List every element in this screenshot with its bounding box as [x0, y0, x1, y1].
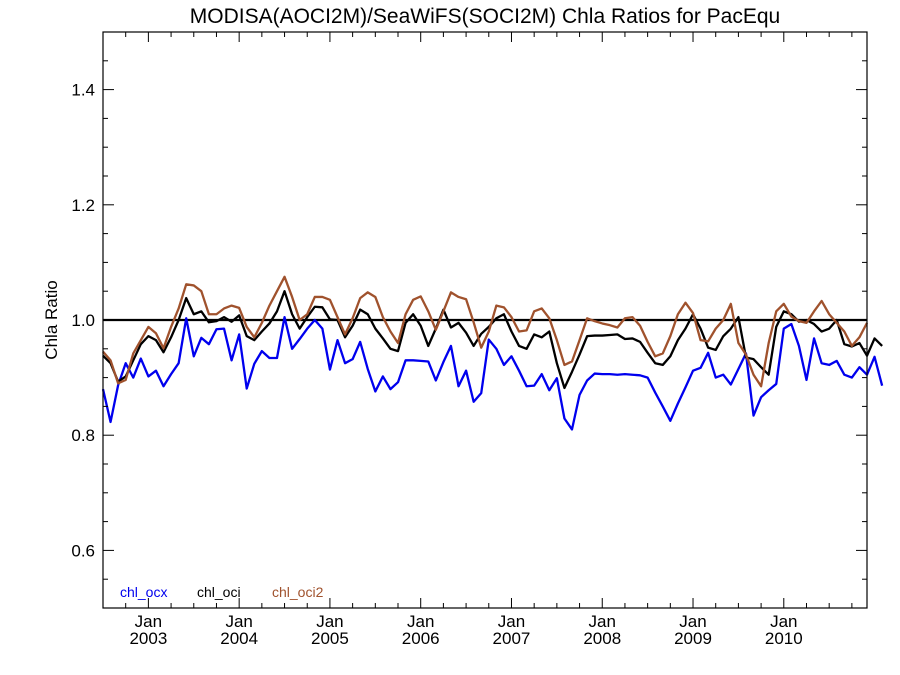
y-tick-label: 1.2: [71, 196, 95, 215]
y-tick-label: 0.8: [71, 426, 95, 445]
x-tick-label-month: Jan: [589, 612, 616, 631]
series-line-chl-ocx: [101, 315, 884, 431]
y-axis-label: Chla Ratio: [42, 280, 61, 359]
x-tick-label-month: Jan: [135, 612, 162, 631]
y-tick-label: 0.6: [71, 541, 95, 560]
x-tick-label-year: 2006: [402, 629, 440, 648]
x-tick-label-month: Jan: [498, 612, 525, 631]
x-tick-label-year: 2003: [129, 629, 167, 648]
x-tick-label-year: 2007: [493, 629, 531, 648]
y-tick-label: 1.4: [71, 81, 95, 100]
x-tick-label-month: Jan: [407, 612, 434, 631]
x-tick-label-year: 2008: [583, 629, 621, 648]
legend: chl_ocx chl_oci chl_oci2: [120, 584, 324, 600]
x-tick-label-month: Jan: [316, 612, 343, 631]
legend-item-chl-ocx: chl_ocx: [120, 584, 167, 600]
x-tick-label-month: Jan: [679, 612, 706, 631]
series-line-chl-oci2: [102, 275, 869, 388]
legend-item-chl-oci: chl_oci: [197, 584, 241, 600]
legend-item-chl-oci2: chl_oci2: [272, 584, 324, 600]
x-tick-label-year: 2009: [674, 629, 712, 648]
x-tick-label-year: 2004: [220, 629, 258, 648]
x-tick-label-month: Jan: [225, 612, 252, 631]
chart-title: MODISA(AOCI2M)/SeaWiFS(SOCI2M) Chla Rati…: [190, 5, 780, 28]
x-tick-label-year: 2010: [765, 629, 803, 648]
y-tick-label: 1.0: [71, 311, 95, 330]
x-tick-label-year: 2005: [311, 629, 349, 648]
x-tick-label-month: Jan: [770, 612, 797, 631]
